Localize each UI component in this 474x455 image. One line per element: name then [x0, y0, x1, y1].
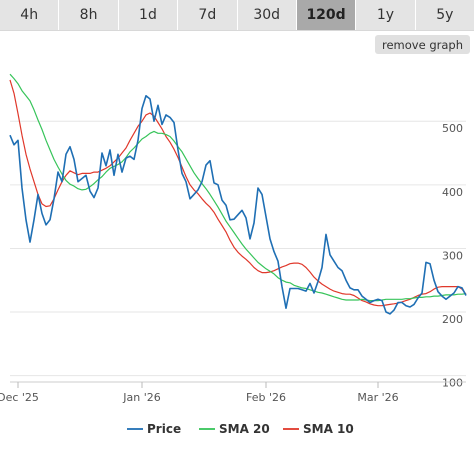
sma-10-line [9, 79, 467, 307]
price-line [9, 95, 467, 315]
tab-5y[interactable]: 5y [436, 7, 454, 23]
x-tick-label: Dec '25 [0, 391, 39, 404]
legend-label-price: Price [147, 422, 181, 436]
tab-8h[interactable]: 8h [59, 0, 119, 30]
tab-7d[interactable]: 7d [178, 0, 238, 30]
y-tick-label: 500 [442, 122, 463, 135]
legend-label-sma-20: SMA 20 [219, 422, 270, 436]
tab-4h[interactable]: 4h [0, 0, 60, 30]
y-tick-label: 400 [442, 186, 463, 199]
x-tick-label: Feb '26 [246, 391, 286, 404]
tab-120d[interactable]: 120d [296, 0, 357, 30]
x-tick-label: Mar '26 [357, 391, 398, 404]
tab-1d[interactable]: 1d [119, 0, 179, 30]
x-tick-label: Jan '26 [122, 391, 160, 404]
remove-graph-button[interactable]: remove graph [375, 35, 470, 54]
tab-30d[interactable]: 30d [238, 0, 297, 30]
legend-label-sma-10: SMA 10 [303, 422, 354, 436]
y-tick-label: 300 [442, 249, 463, 262]
timeframe-tabs: 4h 8h 1d 7d 30d 120d 1y 5y [0, 0, 474, 31]
price-chart: 100 200 300 400 500 Dec '25 Jan '26 Feb '26 Mar … [0, 73, 467, 436]
y-tick-label: 200 [442, 313, 463, 326]
y-tick-label: 100 [442, 377, 463, 390]
sma-20-line [9, 73, 467, 302]
tab-1y[interactable]: 1y [356, 0, 416, 30]
